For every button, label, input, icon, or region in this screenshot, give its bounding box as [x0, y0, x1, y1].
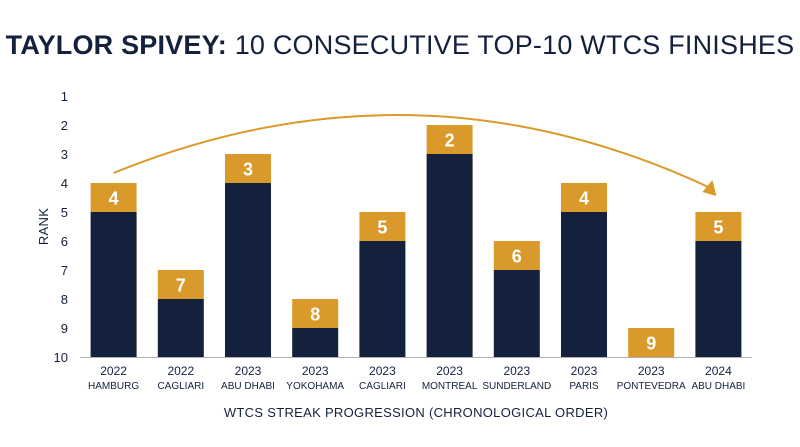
x-tick-year: 2022 [100, 364, 127, 378]
bar-body [292, 328, 339, 357]
x-tick-year: 2023 [503, 364, 530, 378]
bar-body [426, 154, 473, 357]
x-axis-labels: 2022 HAMBURG 2022 CAGLIARI 2023 ABU DHABI 2023… [88, 364, 745, 392]
x-tick-location: PONTEVEDRA [617, 381, 686, 392]
y-axis-ticks: 1 2 3 4 5 6 7 8 9 10 [54, 89, 68, 365]
bar-body [359, 241, 406, 357]
bar-rank-cap [157, 270, 204, 299]
x-tick-year: 2023 [571, 364, 598, 378]
bar-rank-label: 6 [512, 247, 522, 267]
bar-body [695, 241, 742, 357]
y-tick-label: 9 [61, 321, 68, 336]
bar-rank-label: 5 [713, 218, 723, 238]
streak-arrow [113, 114, 717, 196]
bar-body [157, 299, 204, 357]
y-tick-label: 6 [61, 234, 68, 249]
bar-rank-label: 8 [310, 305, 320, 325]
x-tick-year: 2023 [436, 364, 463, 378]
x-tick-location: PARIS [569, 381, 599, 392]
bar-rank-label: 5 [377, 218, 387, 238]
bar-rank-cap [628, 328, 675, 357]
x-tick-year: 2023 [235, 364, 262, 378]
y-tick-label: 8 [61, 292, 68, 307]
chart-title-rest: 10 CONSECUTIVE TOP-10 WTCS FINISHES [234, 30, 795, 60]
x-tick-location: CAGLIARI [157, 381, 204, 392]
x-tick-year: 2022 [167, 364, 194, 378]
bar-rank-label: 4 [109, 189, 119, 209]
x-tick-location: HAMBURG [88, 381, 139, 392]
bar-rank-cap [493, 241, 540, 270]
bar-body [493, 270, 540, 357]
bar-rank-cap [695, 212, 742, 241]
x-tick-year: 2024 [705, 364, 732, 378]
x-tick-location: SUNDERLAND [482, 381, 551, 392]
y-tick-label: 3 [61, 147, 68, 162]
x-tick-location: ABU DHABI [221, 381, 275, 392]
bar-rank-label: 7 [176, 276, 186, 296]
bar-rank-label: 9 [646, 334, 656, 354]
bar-body [90, 212, 137, 357]
y-tick-label: 4 [61, 176, 68, 191]
bar-rank-cap [426, 125, 473, 154]
bar-body [561, 212, 607, 357]
bars: 4 7 3 8 5 2 6 4 9 5 [90, 125, 742, 357]
bar-rank-label: 2 [445, 131, 455, 151]
bar-rank-cap [292, 299, 339, 328]
streak-arrow-curve [113, 114, 711, 189]
x-tick-year: 2023 [302, 364, 329, 378]
y-tick-label: 7 [61, 263, 68, 278]
x-axis-title: WTCS STREAK PROGRESSION (CHRONOLOGICAL O… [224, 405, 608, 420]
streak-arrow-head [702, 180, 717, 196]
y-tick-label: 10 [54, 350, 68, 365]
chart-title: TAYLOR SPIVEY: 10 CONSECUTIVE TOP-10 WTC… [0, 30, 800, 61]
x-tick-location: ABU DHABI [691, 381, 745, 392]
y-tick-label: 2 [61, 118, 68, 133]
x-tick-year: 2023 [369, 364, 396, 378]
x-tick-location: MONTREAL [422, 381, 478, 392]
bar-rank-label: 3 [243, 160, 253, 180]
bar-rank-cap [359, 212, 406, 241]
x-tick-location: YOKOHAMA [286, 381, 344, 392]
y-tick-label: 1 [61, 89, 68, 104]
bar-body [225, 183, 271, 357]
bar-rank-cap [561, 183, 607, 212]
bar-rank-cap [225, 154, 271, 183]
x-tick-year: 2023 [638, 364, 665, 378]
y-axis-title: RANK [36, 208, 51, 245]
y-tick-label: 5 [61, 205, 68, 220]
bar-rank-cap [90, 183, 137, 212]
chart-title-bold: TAYLOR SPIVEY: [5, 30, 228, 60]
bar-rank-label: 4 [579, 189, 589, 209]
x-tick-location: CAGLIARI [359, 381, 406, 392]
